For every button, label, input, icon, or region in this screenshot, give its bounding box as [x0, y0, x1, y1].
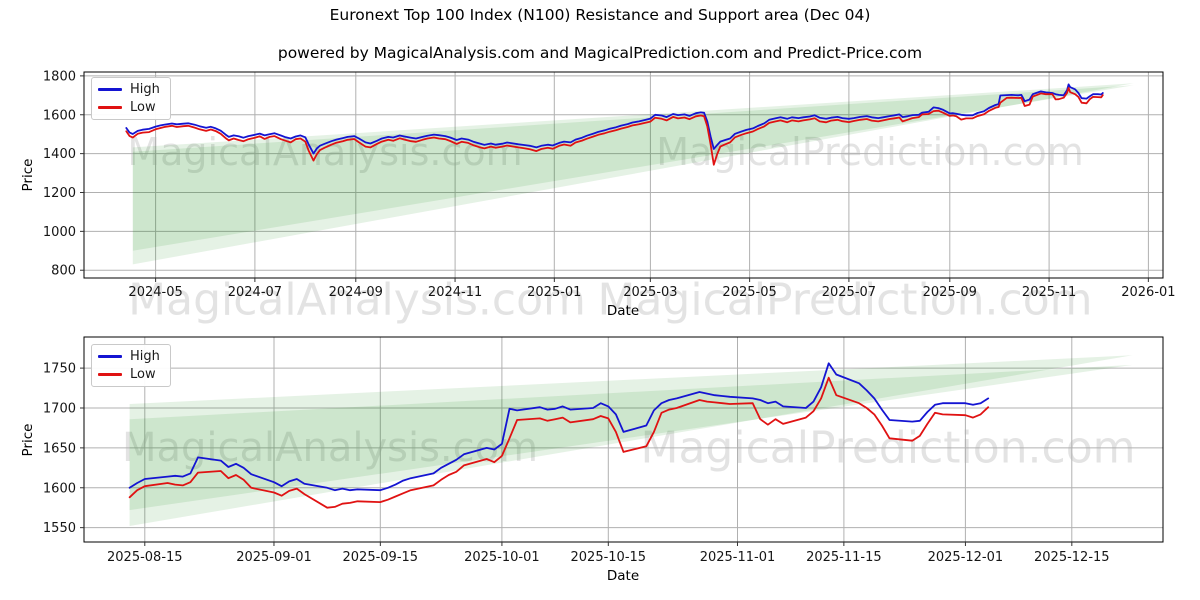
svg-text:1000: 1000 — [43, 225, 76, 240]
watermark-prediction-middle: MagicalPrediction.com — [597, 274, 1093, 326]
svg-text:1700: 1700 — [43, 402, 76, 417]
svg-text:2025-08-15: 2025-08-15 — [107, 550, 183, 565]
svg-text:1750: 1750 — [43, 362, 76, 377]
legend-entry-high: High — [98, 349, 164, 364]
high-line-recent-window — [128, 362, 990, 492]
legend-bottom: High Low — [91, 344, 171, 387]
low-line-swatch — [98, 373, 122, 377]
svg-text:2025-07: 2025-07 — [822, 285, 876, 300]
legend-top: High Low — [91, 77, 171, 120]
legend-entry-high: High — [98, 82, 164, 97]
svg-text:1600: 1600 — [43, 481, 76, 496]
legend-label-low: Low — [130, 100, 156, 116]
high-line-swatch — [98, 87, 122, 91]
svg-text:2025-09-01: 2025-09-01 — [236, 550, 312, 565]
plot-frame-full-history — [83, 71, 1164, 279]
svg-text:2025-09: 2025-09 — [923, 285, 977, 300]
watermark-prediction-top: MagicalPrediction.com — [656, 130, 1084, 174]
svg-text:2025-12-15: 2025-12-15 — [1034, 550, 1110, 565]
legend-entry-low: Low — [98, 100, 164, 115]
svg-text:800: 800 — [51, 264, 76, 279]
tick-labels-recent-window: 2025-08-15 2025-09-01 2025-09-15 2025-10-01… — [43, 362, 1110, 565]
grid-full-history — [84, 72, 1163, 278]
svg-text:1650: 1650 — [43, 441, 76, 456]
svg-text:1600: 1600 — [43, 108, 76, 123]
y-axis-label-top: Price — [20, 158, 36, 192]
svg-text:1400: 1400 — [43, 147, 76, 162]
plot-frame-recent-window — [83, 336, 1164, 543]
legend-label-high: High — [130, 81, 160, 97]
svg-text:2025-11-15: 2025-11-15 — [806, 550, 882, 565]
svg-text:2024-09: 2024-09 — [329, 285, 383, 300]
low-line-recent-window — [128, 376, 990, 509]
svg-text:2024-07: 2024-07 — [228, 285, 282, 300]
grid-recent-window — [84, 337, 1163, 542]
legend-entry-low: Low — [98, 367, 164, 382]
chart-subtitle: powered by MagicalAnalysis.com and Magic… — [277, 44, 923, 62]
x-axis-label-top: Date — [606, 303, 640, 319]
svg-text:2024-11: 2024-11 — [428, 285, 482, 300]
legend-label-high: High — [130, 348, 160, 364]
high-line-swatch — [98, 354, 122, 358]
svg-text:2025-10-15: 2025-10-15 — [571, 550, 647, 565]
svg-text:2025-03: 2025-03 — [623, 285, 677, 300]
svg-text:2025-10-01: 2025-10-01 — [464, 550, 540, 565]
svg-text:2025-09-15: 2025-09-15 — [343, 550, 419, 565]
low-line-swatch — [98, 106, 122, 110]
svg-text:2025-05: 2025-05 — [722, 285, 776, 300]
x-axis-label-bottom: Date — [606, 568, 640, 584]
high-line-full-history — [125, 83, 1104, 155]
svg-text:2025-11: 2025-11 — [1022, 285, 1076, 300]
low-line-full-history — [125, 87, 1104, 166]
svg-text:2024-05: 2024-05 — [128, 285, 182, 300]
svg-text:1200: 1200 — [43, 186, 76, 201]
svg-text:2025-11-01: 2025-11-01 — [700, 550, 776, 565]
tick-labels-full-history: 2024-05 2024-07 2024-09 2024-11 2025-01 2025-… — [43, 69, 1176, 300]
svg-text:2025-01: 2025-01 — [527, 285, 581, 300]
support-resistance-band-recent-window — [129, 355, 1133, 526]
support-resistance-band-full-history — [132, 83, 1134, 265]
watermark-analysis-top: MagicalAnalysis.com — [127, 130, 523, 174]
legend-label-low: Low — [130, 367, 156, 383]
svg-text:2026-01: 2026-01 — [1121, 285, 1175, 300]
svg-text:1800: 1800 — [43, 69, 76, 84]
chart-title: Euronext Top 100 Index (N100) Resistance… — [329, 6, 871, 24]
svg-text:2025-12-01: 2025-12-01 — [928, 550, 1004, 565]
y-axis-label-bottom: Price — [20, 423, 36, 457]
watermark-analysis-middle: MagicalAnalysis.com — [128, 274, 586, 326]
svg-text:1550: 1550 — [43, 521, 76, 536]
